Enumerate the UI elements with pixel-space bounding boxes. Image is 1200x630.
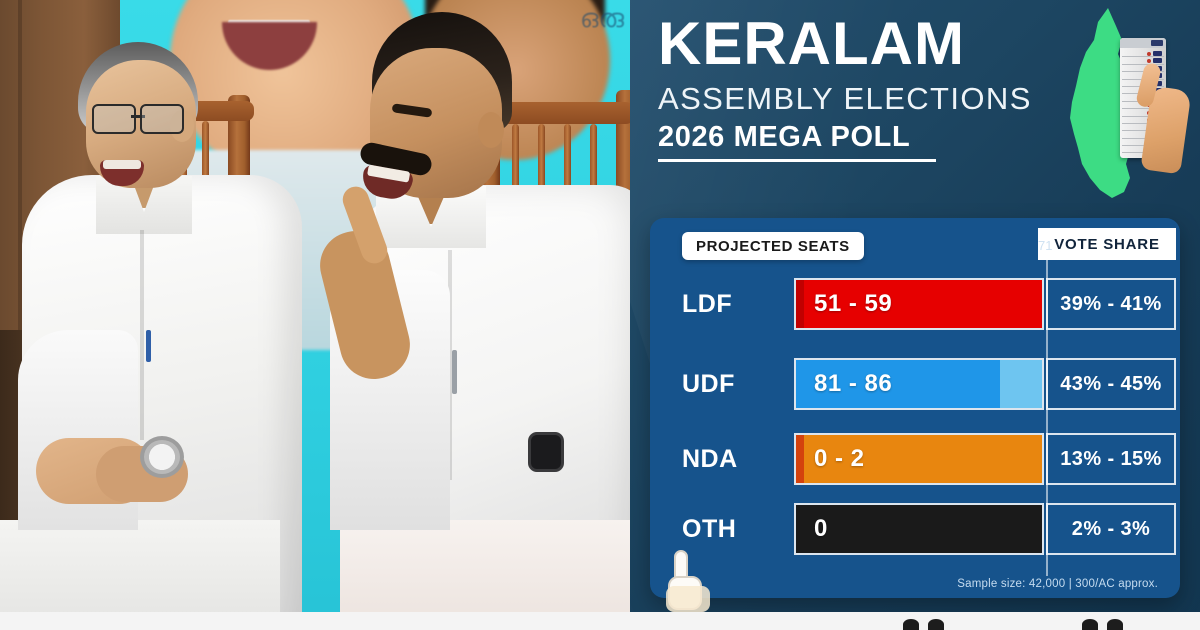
majority-mark-label: 71 <box>1038 238 1053 253</box>
photo-left: ഒരു <box>0 0 630 630</box>
evm-top-panel <box>1120 38 1166 48</box>
seat-bar-track: 0 <box>794 503 1044 555</box>
sample-size-note: Sample size: 42,000 | 300/AC approx. <box>957 578 1158 590</box>
alliance-label: LDF <box>682 289 733 318</box>
bottom-strip <box>0 612 1200 630</box>
spectacles-icon <box>92 104 184 134</box>
vote-share-header: VOTE SHARE <box>1038 228 1176 260</box>
chart-grid: 71 <box>784 238 1176 584</box>
table-row: OTH 0 2% - 3% <box>682 503 1176 555</box>
page-subtitle: ASSEMBLY ELECTIONS <box>658 81 1032 116</box>
poll-panel: KERALAM ASSEMBLY ELECTIONS 2026 MEGA POL… <box>630 0 1200 630</box>
vote-share-value: 2% - 3% <box>1046 503 1176 555</box>
seat-bar: 51 - 59 <box>796 280 1042 328</box>
wristwatch-right <box>528 432 564 472</box>
majority-line <box>1046 260 1048 576</box>
seat-bar-edge <box>796 280 804 328</box>
seat-range-value: 0 - 2 <box>814 445 865 472</box>
seat-bar: 0 - 2 <box>796 435 1042 483</box>
seat-bar-track: 51 - 59 <box>794 278 1044 330</box>
alliance-label: NDA <box>682 444 738 473</box>
malayalam-text-overlay: ഒരു <box>579 4 624 34</box>
seat-bar-track: 0 - 2 <box>794 433 1044 485</box>
panel-title-block: KERALAM ASSEMBLY ELECTIONS 2026 MEGA POL… <box>658 14 1048 162</box>
seat-range-value: 81 - 86 <box>814 370 893 397</box>
projected-seats-header: PROJECTED SEATS <box>682 232 864 260</box>
results-rows: LDF 51 - 59 39% - 41% UDF 81 - 86 43% - 45% ND… <box>650 218 1180 598</box>
seat-bar-edge <box>796 435 804 483</box>
table-row: LDF 51 - 59 39% - 41% <box>682 278 1176 330</box>
pointing-hand-icon <box>666 550 714 612</box>
seat-bar-tail <box>1000 360 1042 408</box>
kerala-map <box>1070 8 1130 198</box>
seat-range-value: 51 - 59 <box>814 290 893 317</box>
page-title: KERALAM <box>658 10 965 77</box>
seat-bar-track: 81 - 86 <box>794 358 1044 410</box>
alliance-label: OTH <box>682 514 737 543</box>
page-tagline: 2026 MEGA POLL <box>658 120 911 153</box>
hand-pressing-button-icon <box>1140 85 1192 175</box>
vote-share-value: 39% - 41% <box>1046 278 1176 330</box>
seat-range-value: 0 <box>814 515 828 542</box>
wristwatch-left <box>140 436 184 478</box>
seat-bar: 0 <box>796 505 1042 553</box>
vote-share-value: 43% - 45% <box>1046 358 1176 410</box>
seat-bar: 81 - 86 <box>796 360 1042 408</box>
vote-share-value: 13% - 15% <box>1046 433 1176 485</box>
table-row: UDF 81 - 86 43% - 45% <box>682 358 1176 410</box>
results-card: PROJECTED SEATS VOTE SHARE 71 LDF 51 - 59… <box>650 218 1180 612</box>
table-row: NDA 0 - 2 13% - 15% <box>682 433 1176 485</box>
header-artwork <box>1060 2 1192 202</box>
tagline-underline <box>658 158 936 162</box>
alliance-label: UDF <box>682 369 735 398</box>
